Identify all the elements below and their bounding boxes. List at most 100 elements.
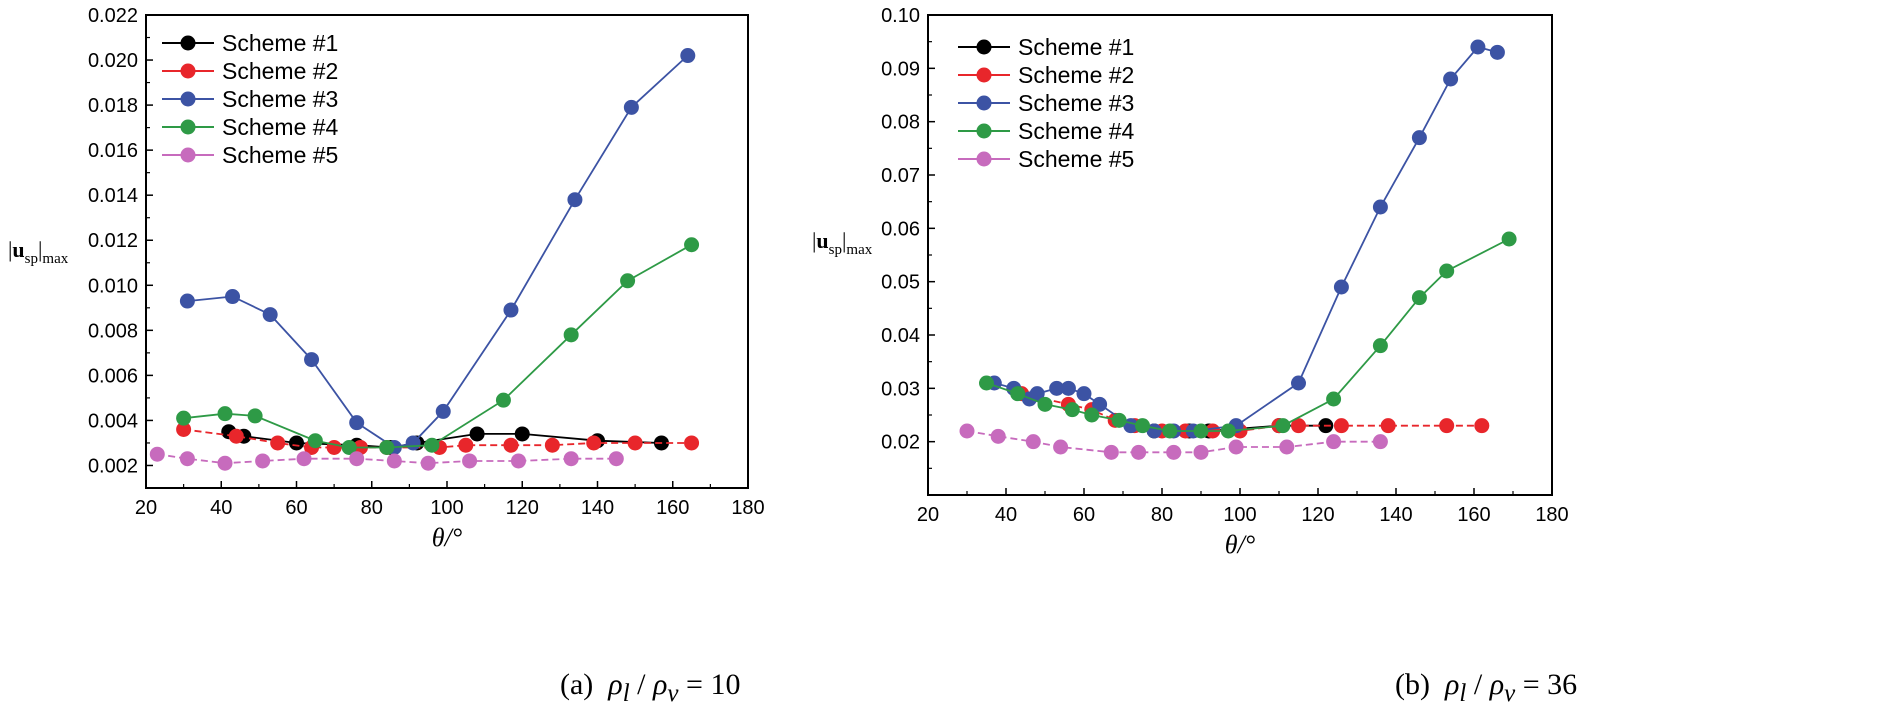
panel-a-legend-marker: [180, 63, 196, 79]
panel-b-series-5-point: [1326, 434, 1342, 450]
panel-a-series-4: [176, 237, 700, 455]
panel-a-y-tick-label: 0.022: [88, 5, 138, 27]
panel-b-series-2-line: [1021, 392, 1482, 432]
panel-a-series-4-point: [684, 237, 700, 253]
panel-b-series-5-point: [1193, 444, 1209, 460]
panel-b-series-5-point: [1025, 434, 1041, 450]
caption-a-ratio: 10: [710, 668, 741, 701]
panel-a-series-4-point: [176, 410, 192, 426]
panel-a-series-2-point: [627, 435, 643, 451]
panel-b-series-3-point: [1333, 279, 1349, 295]
panel-a-series-2-point: [544, 437, 560, 453]
panel-b-legend-label: Scheme #3: [1018, 90, 1134, 116]
panel-b-x-tick-label: 80: [1151, 504, 1173, 526]
panel-b-series-5-point: [1372, 434, 1388, 450]
panel-a-series-1-point: [514, 426, 530, 442]
panel-a-series-2-point: [228, 428, 244, 444]
panel-b-series-3-point: [1092, 396, 1108, 412]
panel-a-legend-marker: [180, 91, 196, 107]
panel-b-y-tick-label: 0.08: [881, 112, 920, 134]
panel-a-y-tick-label: 0.016: [88, 140, 138, 162]
panel-b-group: 20 40 60 80 100 120 140 160 180 0.02 0.03 0.04 0.05 0…: [812, 5, 1569, 559]
panel-b-series-3-point: [1049, 380, 1065, 396]
panel-b-y-axis-label: |usp|max: [812, 228, 873, 258]
panel-a-series-5-point: [420, 455, 436, 471]
panel-b-series-4-point: [1275, 418, 1291, 434]
panel-b-x-tick-label: 120: [1301, 504, 1334, 526]
panel-a-y-tick-label: 0.004: [88, 410, 138, 432]
panel-a-series-1-point: [289, 435, 304, 451]
panel-a-x-tick-label: 100: [430, 497, 463, 519]
panel-a-series-5-point: [149, 446, 165, 462]
panel-a-series-3-point: [262, 307, 278, 323]
panel-b-legend-label: Scheme #2: [1018, 62, 1134, 88]
panel-b-y-tick-label: 0.05: [881, 272, 920, 294]
panel-a-series-4-point: [620, 273, 636, 289]
panel-b-legend-marker: [976, 95, 992, 111]
panel-a-series-3-point: [405, 435, 421, 451]
panel-b-x-tick-label: 100: [1223, 504, 1256, 526]
panel-b-series-3-point: [1060, 380, 1076, 396]
panel-a-y-tick-label: 0.010: [88, 275, 138, 297]
panel-b-legend-marker: [976, 67, 992, 83]
panel-a-series-2-point: [326, 439, 342, 455]
panel-b-y-tick-label: 0.03: [881, 378, 920, 400]
panel-b-series-3-point: [1443, 71, 1459, 87]
panel-a-series-5-point: [563, 451, 579, 467]
panel-a-series-5-point: [349, 451, 365, 467]
panel-a-series-3-point: [225, 289, 241, 305]
panel-b-series-3-point: [1029, 386, 1045, 402]
panel-b-series-2-point: [1380, 418, 1396, 434]
panel-a-series-2-point: [458, 437, 474, 453]
panel-b-series-2-point: [1474, 418, 1490, 434]
panel-b-series-4-point: [1111, 412, 1127, 428]
panel-a-series-3-point: [179, 293, 195, 309]
panel-b-series-3-point: [1076, 386, 1092, 402]
panel-a-series-5: [149, 446, 624, 471]
panel-b-series-5-point: [959, 423, 975, 439]
panel-a-series-3-point: [680, 48, 696, 64]
panel-a-legend-label: Scheme #1: [222, 30, 338, 56]
panel-b-legend-marker: [976, 39, 992, 55]
panel-a-series-5-point: [217, 455, 233, 471]
panel-a-series-2-point: [503, 437, 519, 453]
panel-b-series-4-point: [1064, 402, 1080, 418]
panel-b-series-4-point: [1135, 418, 1150, 434]
panel-a-legend-label: Scheme #5: [222, 142, 338, 168]
panel-b-legend-marker: [976, 151, 992, 167]
panel-a-series-4-point: [495, 392, 511, 408]
panel-a-x-tick-label: 160: [656, 497, 689, 519]
panel-a-series-4-point: [379, 439, 395, 455]
panel-b-series-3-point: [1411, 130, 1427, 146]
panel-b-x-tick-label: 20: [917, 504, 939, 526]
panel-a-series-3-point: [435, 403, 451, 419]
panel-a-legend-label: Scheme #3: [222, 86, 338, 112]
panel-b-series-4-point: [1193, 423, 1209, 439]
panel-a-series-2-point: [684, 435, 700, 451]
panel-a-y-tick-label: 0.006: [88, 365, 138, 387]
panel-b-series-5-point: [1166, 444, 1182, 460]
panel-b-x-tick-label: 180: [1535, 504, 1568, 526]
panel-b-series-4-line: [986, 238, 1510, 432]
panel-a-series-4-point: [424, 437, 440, 453]
panel-b-y-tick-label: 0.07: [881, 165, 920, 187]
panel-a-y-tick-label: 0.008: [88, 320, 138, 342]
panel-b-series-2-point: [1333, 418, 1349, 434]
panel-a-series-5-point: [510, 453, 526, 469]
panel-a-legend-marker: [180, 119, 196, 135]
panel-a-y-tick-label: 0.002: [88, 455, 138, 477]
panel-a-series-5-point: [608, 451, 624, 467]
panel-a-y-tick-label: 0.020: [88, 50, 138, 72]
panel-b-legend-label: Scheme #1: [1018, 34, 1134, 60]
caption-b-ratio: 36: [1547, 668, 1578, 701]
panel-b-x-tick-label: 40: [995, 504, 1017, 526]
panel-a-series-4-point: [307, 433, 323, 449]
panel-a-series-5-point: [296, 451, 312, 467]
panel-a-x-tick-label: 40: [210, 497, 232, 519]
panel-b-series-3-point: [1489, 44, 1505, 60]
panel-a-y-tick-label: 0.012: [88, 230, 138, 252]
panel-b-series-4-point: [1411, 290, 1427, 306]
panel-b-series-5-point: [1279, 439, 1295, 455]
panel-b-x-tick-label: 160: [1457, 504, 1490, 526]
